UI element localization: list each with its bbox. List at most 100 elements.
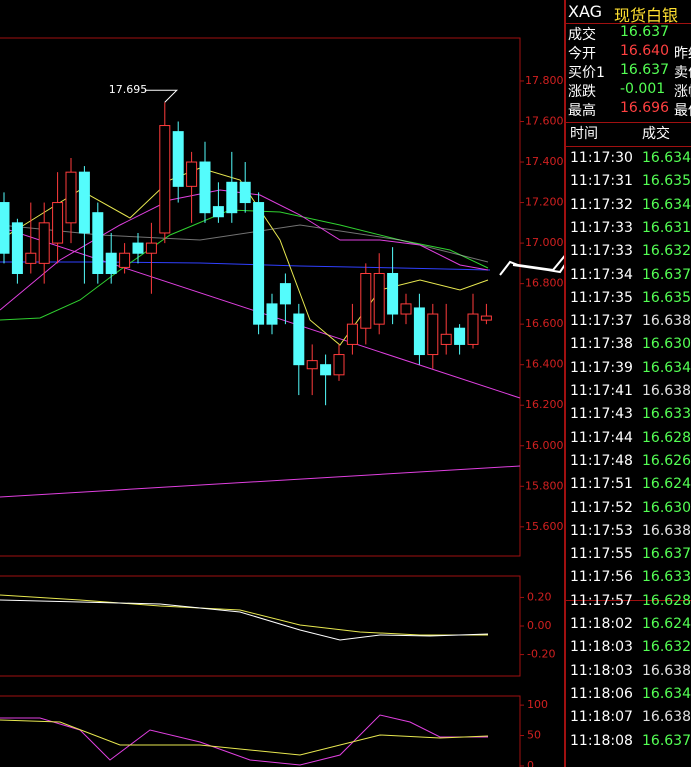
divider xyxy=(566,23,691,24)
quote-label: 昨结 xyxy=(674,46,691,62)
candle-body xyxy=(346,323,358,345)
y-tick-label: 16.600 xyxy=(525,317,564,330)
chart: 17.800 17.600 17.400 17.200 17.000 16.800 16.6… xyxy=(0,37,566,767)
quote-label: 成交 xyxy=(568,27,596,43)
kdj-line xyxy=(0,719,489,756)
trade-time: 11:17:51 xyxy=(570,476,633,493)
candle-body xyxy=(132,242,144,254)
quote-label: 卖价 xyxy=(674,65,691,81)
trade-price: 16.633 xyxy=(642,569,691,586)
candle-body xyxy=(253,202,265,325)
candle-body xyxy=(279,283,291,305)
trade-time: 11:18:03 xyxy=(570,639,633,656)
quote-value: 16.637 xyxy=(620,62,669,78)
candle-body xyxy=(467,313,479,345)
y-tick-label: 16.800 xyxy=(525,277,564,290)
y-tick-label: -0.20 xyxy=(527,648,555,661)
trade-price: 16.635 xyxy=(642,173,691,190)
candle-body xyxy=(360,272,372,329)
trade-price: 16.626 xyxy=(642,452,691,469)
arrow-overlay xyxy=(499,252,566,276)
quote-value: -0.001 xyxy=(620,81,666,97)
trade-price: 16.628 xyxy=(642,429,691,446)
candle-body xyxy=(320,364,332,376)
quote-label: 买价1 xyxy=(568,65,605,81)
trend-line xyxy=(0,465,521,498)
candle-body xyxy=(413,307,425,356)
trade-time: 11:18:06 xyxy=(570,685,633,702)
trade-price: 16.632 xyxy=(642,243,691,260)
y-tick-label: 0.20 xyxy=(527,590,552,603)
trade-price: 16.630 xyxy=(642,499,691,516)
candle-body xyxy=(105,252,117,274)
trade-time: 11:17:44 xyxy=(570,429,633,446)
candle-body xyxy=(266,303,278,325)
quote-label: 涨幅 xyxy=(674,84,691,100)
candle-body xyxy=(387,272,399,315)
y-tick-label: 50 xyxy=(527,729,541,742)
trade-time: 11:17:56 xyxy=(570,569,633,586)
y-tick-label: 16.000 xyxy=(525,439,564,452)
separator xyxy=(564,0,566,767)
symbol: XAG xyxy=(568,2,603,21)
y-tick-label: 17.200 xyxy=(525,196,564,209)
y-tick-label: 16.200 xyxy=(525,398,564,411)
candle-body xyxy=(480,315,492,321)
y-tick-label: 0 xyxy=(527,759,534,767)
trade-price: 16.635 xyxy=(642,289,691,306)
y-tick-label: 15.800 xyxy=(525,479,564,492)
trade-price: 16.634 xyxy=(642,196,691,213)
y-tick-label: 17.800 xyxy=(525,74,564,87)
trade-time: 11:17:31 xyxy=(570,173,633,190)
quote-label: 涨跌 xyxy=(568,84,596,100)
candle-body xyxy=(226,181,238,214)
candle-body xyxy=(427,313,439,356)
trade-time: 11:17:57 xyxy=(570,592,633,609)
y-tick-label: 15.600 xyxy=(525,520,564,533)
candle-body xyxy=(373,272,385,325)
candle-body xyxy=(293,313,305,366)
candle-body xyxy=(454,327,466,345)
candle-body xyxy=(333,354,345,376)
candle-body xyxy=(239,181,251,204)
header: 成交 xyxy=(642,126,670,142)
trade-time: 11:17:43 xyxy=(570,406,633,423)
y-tick-label: 17.000 xyxy=(525,236,564,249)
y-tick-label: 16.400 xyxy=(525,358,564,371)
candle-body xyxy=(65,171,77,224)
ma-line xyxy=(0,261,491,271)
trade-price: 16.632 xyxy=(642,639,691,656)
trade-time: 11:17:33 xyxy=(570,219,633,236)
header: 时间 xyxy=(570,126,598,142)
trade-time: 11:17:52 xyxy=(570,499,633,516)
divider xyxy=(566,122,691,123)
trade-time: 11:17:37 xyxy=(570,313,633,330)
quote-label: 最高 xyxy=(568,103,596,119)
trade-price: 16.637 xyxy=(642,546,691,563)
trade-price: 16.634 xyxy=(642,150,691,166)
y-tick-label: 17.400 xyxy=(525,155,564,168)
candle-body xyxy=(25,252,37,264)
candle-body xyxy=(400,303,412,315)
candle-body xyxy=(119,252,131,268)
trade-time: 11:17:30 xyxy=(570,150,633,166)
trade-price: 16.624 xyxy=(642,616,691,632)
kdj-line xyxy=(0,714,488,766)
trade-price: 16.638 xyxy=(642,709,691,726)
quote-label: 今开 xyxy=(568,46,596,62)
candle-body xyxy=(440,333,452,345)
divider xyxy=(566,146,691,147)
macd-line xyxy=(0,594,488,636)
candle-body xyxy=(186,161,198,187)
trade-price: 16.628 xyxy=(642,592,691,609)
y-tick-label: 17.600 xyxy=(525,114,564,127)
annotation-line xyxy=(144,89,179,103)
y-tick-label: 100 xyxy=(527,698,548,711)
trade-time: 11:17:38 xyxy=(570,336,633,353)
trade-time: 11:18:02 xyxy=(570,616,633,632)
trade-price: 16.638 xyxy=(642,522,691,539)
candle-body xyxy=(11,222,23,274)
annotation: 17.695 xyxy=(109,83,148,96)
quote-value: 16.637 xyxy=(620,24,669,40)
